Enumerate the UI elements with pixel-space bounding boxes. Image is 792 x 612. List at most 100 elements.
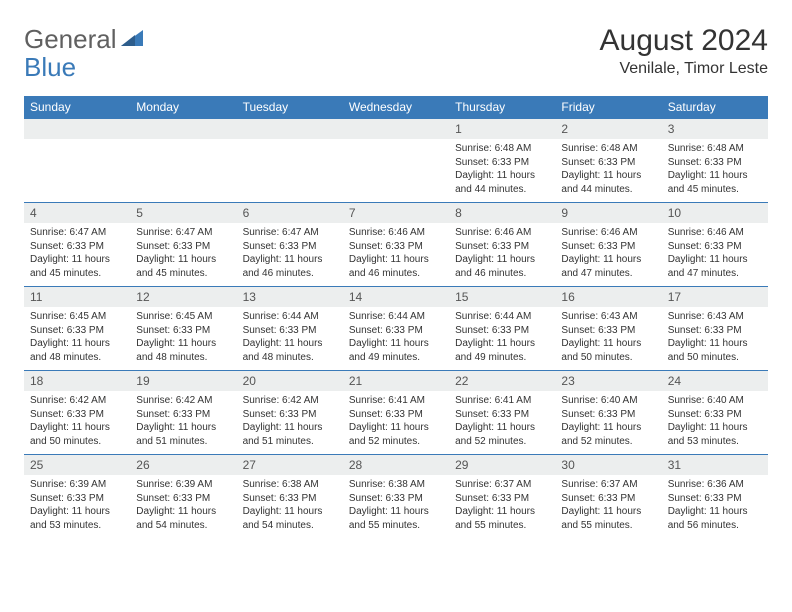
calendar-day-cell: 11Sunrise: 6:45 AMSunset: 6:33 PMDayligh… bbox=[24, 287, 130, 371]
day-detail: Sunrise: 6:39 AMSunset: 6:33 PMDaylight:… bbox=[24, 475, 130, 538]
day-number bbox=[130, 119, 236, 139]
day-detail: Sunrise: 6:45 AMSunset: 6:33 PMDaylight:… bbox=[130, 307, 236, 370]
calendar-day-cell bbox=[24, 119, 130, 203]
day-detail: Sunrise: 6:44 AMSunset: 6:33 PMDaylight:… bbox=[237, 307, 343, 370]
day-detail: Sunrise: 6:46 AMSunset: 6:33 PMDaylight:… bbox=[662, 223, 768, 286]
day-detail: Sunrise: 6:38 AMSunset: 6:33 PMDaylight:… bbox=[237, 475, 343, 538]
day-number: 19 bbox=[130, 371, 236, 391]
day-detail: Sunrise: 6:47 AMSunset: 6:33 PMDaylight:… bbox=[237, 223, 343, 286]
day-number: 4 bbox=[24, 203, 130, 223]
brand-logo: General bbox=[24, 24, 143, 55]
day-number: 3 bbox=[662, 119, 768, 139]
calendar-day-cell: 15Sunrise: 6:44 AMSunset: 6:33 PMDayligh… bbox=[449, 287, 555, 371]
day-detail: Sunrise: 6:44 AMSunset: 6:33 PMDaylight:… bbox=[449, 307, 555, 370]
calendar-day-cell: 2Sunrise: 6:48 AMSunset: 6:33 PMDaylight… bbox=[555, 119, 661, 203]
day-number: 11 bbox=[24, 287, 130, 307]
header: General August 2024 Venilale, Timor Lest… bbox=[24, 24, 768, 78]
calendar-week-row: 1Sunrise: 6:48 AMSunset: 6:33 PMDaylight… bbox=[24, 119, 768, 203]
calendar-day-cell: 9Sunrise: 6:46 AMSunset: 6:33 PMDaylight… bbox=[555, 203, 661, 287]
day-detail: Sunrise: 6:36 AMSunset: 6:33 PMDaylight:… bbox=[662, 475, 768, 538]
day-number: 12 bbox=[130, 287, 236, 307]
day-number: 25 bbox=[24, 455, 130, 475]
day-detail: Sunrise: 6:40 AMSunset: 6:33 PMDaylight:… bbox=[662, 391, 768, 454]
day-number: 10 bbox=[662, 203, 768, 223]
day-detail: Sunrise: 6:38 AMSunset: 6:33 PMDaylight:… bbox=[343, 475, 449, 538]
day-number: 7 bbox=[343, 203, 449, 223]
calendar-page: General August 2024 Venilale, Timor Lest… bbox=[0, 0, 792, 548]
calendar-day-cell: 5Sunrise: 6:47 AMSunset: 6:33 PMDaylight… bbox=[130, 203, 236, 287]
day-detail: Sunrise: 6:43 AMSunset: 6:33 PMDaylight:… bbox=[662, 307, 768, 370]
calendar-day-cell bbox=[130, 119, 236, 203]
day-detail: Sunrise: 6:48 AMSunset: 6:33 PMDaylight:… bbox=[555, 139, 661, 202]
page-subtitle: Venilale, Timor Leste bbox=[600, 60, 768, 78]
day-number bbox=[237, 119, 343, 139]
weekday-header: Monday bbox=[130, 96, 236, 119]
calendar-day-cell: 13Sunrise: 6:44 AMSunset: 6:33 PMDayligh… bbox=[237, 287, 343, 371]
day-number bbox=[24, 119, 130, 139]
day-number: 21 bbox=[343, 371, 449, 391]
weekday-header: Sunday bbox=[24, 96, 130, 119]
calendar-week-row: 25Sunrise: 6:39 AMSunset: 6:33 PMDayligh… bbox=[24, 455, 768, 539]
calendar-day-cell: 30Sunrise: 6:37 AMSunset: 6:33 PMDayligh… bbox=[555, 455, 661, 539]
day-detail: Sunrise: 6:47 AMSunset: 6:33 PMDaylight:… bbox=[24, 223, 130, 286]
day-number: 6 bbox=[237, 203, 343, 223]
day-detail: Sunrise: 6:46 AMSunset: 6:33 PMDaylight:… bbox=[449, 223, 555, 286]
calendar-day-cell: 1Sunrise: 6:48 AMSunset: 6:33 PMDaylight… bbox=[449, 119, 555, 203]
calendar-day-cell: 25Sunrise: 6:39 AMSunset: 6:33 PMDayligh… bbox=[24, 455, 130, 539]
weekday-header: Tuesday bbox=[237, 96, 343, 119]
calendar-day-cell bbox=[343, 119, 449, 203]
calendar-day-cell bbox=[237, 119, 343, 203]
day-detail: Sunrise: 6:37 AMSunset: 6:33 PMDaylight:… bbox=[449, 475, 555, 538]
day-detail: Sunrise: 6:41 AMSunset: 6:33 PMDaylight:… bbox=[343, 391, 449, 454]
calendar-table: Sunday Monday Tuesday Wednesday Thursday… bbox=[24, 96, 768, 538]
day-number: 18 bbox=[24, 371, 130, 391]
day-number: 17 bbox=[662, 287, 768, 307]
day-number: 14 bbox=[343, 287, 449, 307]
day-detail: Sunrise: 6:46 AMSunset: 6:33 PMDaylight:… bbox=[555, 223, 661, 286]
weekday-header: Friday bbox=[555, 96, 661, 119]
calendar-day-cell: 14Sunrise: 6:44 AMSunset: 6:33 PMDayligh… bbox=[343, 287, 449, 371]
day-detail: Sunrise: 6:46 AMSunset: 6:33 PMDaylight:… bbox=[343, 223, 449, 286]
calendar-day-cell: 18Sunrise: 6:42 AMSunset: 6:33 PMDayligh… bbox=[24, 371, 130, 455]
day-number: 29 bbox=[449, 455, 555, 475]
calendar-day-cell: 26Sunrise: 6:39 AMSunset: 6:33 PMDayligh… bbox=[130, 455, 236, 539]
calendar-body: 1Sunrise: 6:48 AMSunset: 6:33 PMDaylight… bbox=[24, 119, 768, 539]
calendar-week-row: 11Sunrise: 6:45 AMSunset: 6:33 PMDayligh… bbox=[24, 287, 768, 371]
day-number: 23 bbox=[555, 371, 661, 391]
calendar-day-cell: 23Sunrise: 6:40 AMSunset: 6:33 PMDayligh… bbox=[555, 371, 661, 455]
day-number: 8 bbox=[449, 203, 555, 223]
day-number: 20 bbox=[237, 371, 343, 391]
day-number: 5 bbox=[130, 203, 236, 223]
day-detail: Sunrise: 6:44 AMSunset: 6:33 PMDaylight:… bbox=[343, 307, 449, 370]
day-detail: Sunrise: 6:48 AMSunset: 6:33 PMDaylight:… bbox=[449, 139, 555, 202]
calendar-day-cell: 17Sunrise: 6:43 AMSunset: 6:33 PMDayligh… bbox=[662, 287, 768, 371]
calendar-week-row: 18Sunrise: 6:42 AMSunset: 6:33 PMDayligh… bbox=[24, 371, 768, 455]
calendar-day-cell: 27Sunrise: 6:38 AMSunset: 6:33 PMDayligh… bbox=[237, 455, 343, 539]
day-detail: Sunrise: 6:43 AMSunset: 6:33 PMDaylight:… bbox=[555, 307, 661, 370]
day-number: 24 bbox=[662, 371, 768, 391]
day-number: 27 bbox=[237, 455, 343, 475]
day-detail: Sunrise: 6:45 AMSunset: 6:33 PMDaylight:… bbox=[24, 307, 130, 370]
day-number: 16 bbox=[555, 287, 661, 307]
day-number: 1 bbox=[449, 119, 555, 139]
calendar-day-cell: 19Sunrise: 6:42 AMSunset: 6:33 PMDayligh… bbox=[130, 371, 236, 455]
day-number: 28 bbox=[343, 455, 449, 475]
brand-part1: General bbox=[24, 24, 117, 55]
calendar-day-cell: 7Sunrise: 6:46 AMSunset: 6:33 PMDaylight… bbox=[343, 203, 449, 287]
calendar-day-cell: 16Sunrise: 6:43 AMSunset: 6:33 PMDayligh… bbox=[555, 287, 661, 371]
weekday-header: Thursday bbox=[449, 96, 555, 119]
day-detail: Sunrise: 6:42 AMSunset: 6:33 PMDaylight:… bbox=[24, 391, 130, 454]
day-detail: Sunrise: 6:41 AMSunset: 6:33 PMDaylight:… bbox=[449, 391, 555, 454]
calendar-day-cell: 28Sunrise: 6:38 AMSunset: 6:33 PMDayligh… bbox=[343, 455, 449, 539]
weekday-header: Saturday bbox=[662, 96, 768, 119]
weekday-header-row: Sunday Monday Tuesday Wednesday Thursday… bbox=[24, 96, 768, 119]
calendar-day-cell: 24Sunrise: 6:40 AMSunset: 6:33 PMDayligh… bbox=[662, 371, 768, 455]
day-number: 31 bbox=[662, 455, 768, 475]
calendar-day-cell: 31Sunrise: 6:36 AMSunset: 6:33 PMDayligh… bbox=[662, 455, 768, 539]
brand-part2: Blue bbox=[24, 52, 76, 83]
calendar-day-cell: 12Sunrise: 6:45 AMSunset: 6:33 PMDayligh… bbox=[130, 287, 236, 371]
calendar-day-cell: 6Sunrise: 6:47 AMSunset: 6:33 PMDaylight… bbox=[237, 203, 343, 287]
calendar-day-cell: 8Sunrise: 6:46 AMSunset: 6:33 PMDaylight… bbox=[449, 203, 555, 287]
day-number: 22 bbox=[449, 371, 555, 391]
weekday-header: Wednesday bbox=[343, 96, 449, 119]
